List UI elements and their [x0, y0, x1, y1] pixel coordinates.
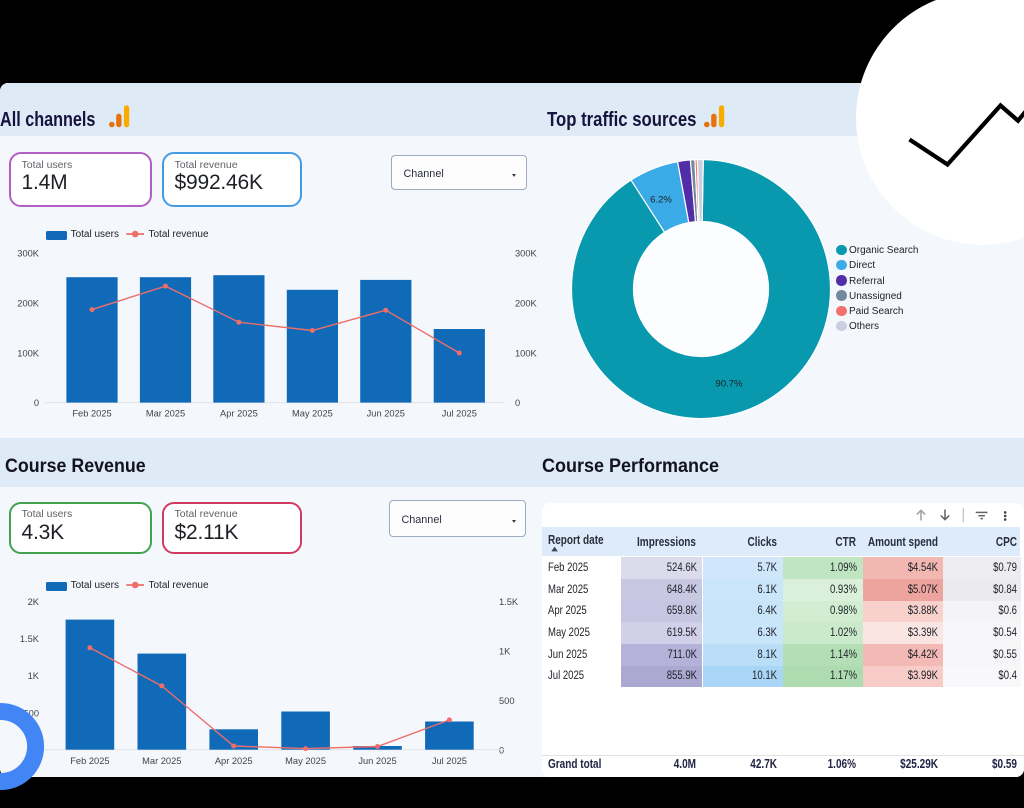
svg-text:1.5K: 1.5K: [499, 597, 519, 607]
svg-text:300K: 300K: [17, 249, 40, 259]
svg-text:1.5K: 1.5K: [20, 634, 40, 644]
svg-text:6.2%: 6.2%: [650, 195, 672, 206]
svg-text:500: 500: [23, 708, 39, 718]
svg-text:200K: 200K: [515, 298, 538, 308]
svg-text:500: 500: [499, 696, 515, 706]
svg-text:Feb 2025: Feb 2025: [72, 409, 111, 419]
svg-text:Jul 2025: Jul 2025: [432, 756, 467, 766]
svg-text:100K: 100K: [17, 348, 40, 358]
svg-text:300K: 300K: [515, 249, 538, 259]
svg-text:May 2025: May 2025: [285, 756, 326, 766]
svg-text:0: 0: [34, 398, 39, 408]
svg-text:90.7%: 90.7%: [716, 379, 743, 390]
svg-text:0: 0: [499, 745, 504, 755]
svg-text:200K: 200K: [17, 298, 40, 308]
svg-text:Jul 2025: Jul 2025: [442, 409, 477, 419]
svg-text:Mar 2025: Mar 2025: [146, 409, 185, 419]
svg-text:1K: 1K: [28, 671, 40, 681]
svg-text:0: 0: [515, 398, 520, 408]
svg-text:Apr 2025: Apr 2025: [220, 409, 258, 419]
svg-text:2K: 2K: [28, 597, 40, 607]
svg-text:Feb 2025: Feb 2025: [70, 756, 109, 766]
svg-text:Jun 2025: Jun 2025: [358, 756, 396, 766]
svg-text:100K: 100K: [515, 348, 538, 358]
svg-text:Apr 2025: Apr 2025: [215, 756, 253, 766]
svg-text:May 2025: May 2025: [292, 409, 333, 419]
svg-text:Jun 2025: Jun 2025: [367, 409, 405, 419]
svg-text:1K: 1K: [499, 647, 511, 657]
svg-text:Mar 2025: Mar 2025: [142, 756, 181, 766]
